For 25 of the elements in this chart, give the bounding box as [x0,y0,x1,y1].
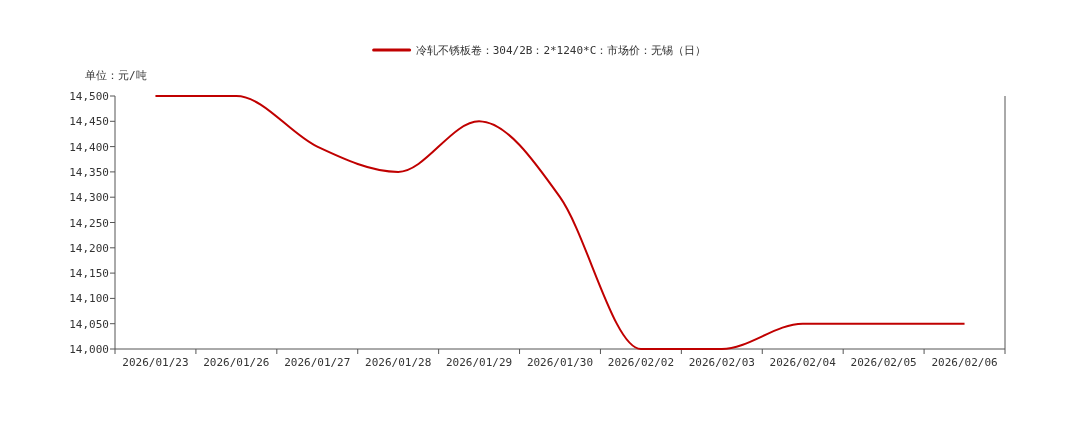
x-tick-label: 2026/01/27 [284,356,351,369]
y-tick-label: 14,000 [69,343,109,356]
y-tick-label: 14,500 [69,90,109,103]
line-series [154,95,966,350]
x-tick-label: 2026/01/30 [526,356,594,369]
x-tick-label: 2026/01/26 [203,356,270,369]
legend-label: 冷轧不锈板卷：304/2B：2*1240*C：市场价：无锡（日） [415,44,707,57]
y-tick-label: 14,100 [69,292,109,306]
y-tick-label: 14,350 [69,165,109,179]
y-tick-label: 14,200 [69,241,109,255]
x-tick-label: 2026/02/06 [931,356,998,369]
x-tick-label: 2026/01/28 [365,356,432,369]
x-tick-label: 2026/02/02 [607,356,675,369]
x-tick-label: 2026/02/05 [850,356,917,369]
y-tick-label: 14,300 [69,191,109,205]
x-tick-label: 2026/02/03 [688,356,755,369]
y-tick-label: 14,250 [69,216,109,230]
x-tick-label: 2026/01/29 [445,356,513,369]
y-tick-label: 14,050 [69,317,109,331]
y-tick-label: 14,150 [69,267,109,281]
y-tick-label: 14,450 [69,115,109,129]
y-tick-label: 14,400 [69,140,109,154]
y-axis-title: 单位：元/吨 [85,69,147,82]
x-tick-label: 2026/02/04 [769,356,837,369]
x-tick-label: 2026/01/23 [122,356,189,369]
